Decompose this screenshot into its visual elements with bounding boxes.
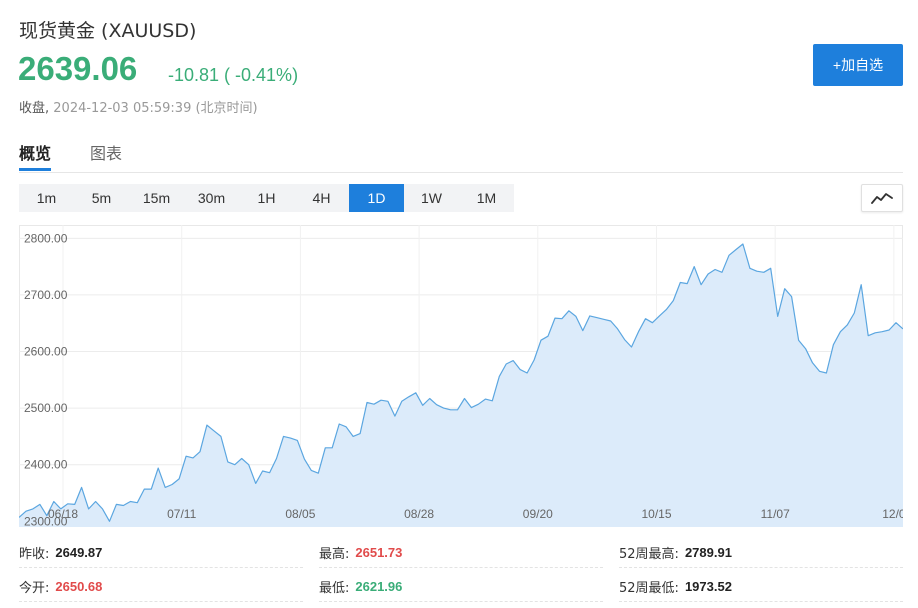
price-chart-svg: 2300.00 2400.00 2500.00 2600.00 2700.00 2800.…: [19, 225, 903, 527]
timestamp: 2024-12-03 05:59:39 (北京时间): [53, 101, 258, 116]
instrument-title: 现货黄金 (XAUUSD): [19, 20, 197, 42]
period-30m[interactable]: 30m: [197, 190, 226, 206]
x-tick-label: 06/18: [48, 507, 78, 521]
price-change: -10.81 ( -0.41%): [168, 65, 299, 85]
stat-label: 52周最低:: [619, 580, 679, 596]
stat-low: 最低: 2621.96: [319, 571, 603, 602]
y-tick-label: 2500.00: [24, 401, 68, 415]
x-tick-label: 12/0: [882, 507, 903, 521]
price-area: [19, 244, 903, 527]
x-tick-label: 11/07: [761, 507, 790, 521]
stat-value: 2789.91: [684, 544, 732, 560]
y-tick-label: 2400.00: [24, 458, 68, 472]
period-1m[interactable]: 1m: [36, 190, 57, 206]
market-status: 收盘, 2024-12-03 05:59:39 (北京时间): [19, 97, 258, 116]
stat-52w-high: 52周最高: 2789.91: [619, 537, 903, 568]
y-tick-label: 2300.00: [24, 514, 68, 527]
stat-label: 今开:: [19, 580, 50, 596]
stat-label: 最高:: [319, 546, 350, 562]
period-1d[interactable]: 1D: [349, 184, 404, 212]
price-line: [19, 243, 903, 522]
tab-overview[interactable]: 概览: [19, 144, 52, 163]
tab-divider: [19, 172, 903, 173]
x-tick-label: 09/20: [523, 507, 553, 521]
stat-label: 最低:: [319, 580, 350, 596]
period-1w[interactable]: 1W: [421, 190, 442, 206]
tab-chart[interactable]: 图表: [90, 144, 123, 163]
stat-label: 52周最高:: [619, 546, 679, 562]
status-label: 收盘,: [19, 101, 50, 116]
x-tick-label: 10/15: [641, 507, 671, 521]
stat-value: 2649.87: [55, 544, 103, 560]
add-to-watchlist-button[interactable]: +加自选: [813, 44, 903, 86]
stat-value: 2651.73: [355, 544, 403, 560]
y-tick-label: 2800.00: [24, 231, 68, 245]
period-4h[interactable]: 4H: [312, 190, 331, 206]
period-selector: 1m 5m 15m 30m 1H 4H 1D 1W 1M: [19, 184, 514, 212]
stat-high: 最高: 2651.73: [319, 537, 603, 568]
active-tab-indicator: [19, 168, 51, 171]
x-tick-label: 08/28: [404, 507, 434, 521]
period-1mo[interactable]: 1M: [476, 190, 497, 206]
current-price: 2639.06: [18, 50, 138, 87]
x-tick-label: 08/05: [285, 507, 315, 521]
period-15m[interactable]: 15m: [142, 190, 171, 206]
y-tick-label: 2600.00: [24, 345, 68, 359]
chart-type-button[interactable]: [861, 184, 903, 212]
stat-prev-close: 昨收: 2649.87: [19, 537, 303, 568]
stat-value: 1973.52: [684, 578, 732, 594]
stat-open: 今开: 2650.68: [19, 571, 303, 602]
stat-value: 2621.96: [355, 578, 403, 594]
y-tick-label: 2700.00: [24, 288, 68, 302]
period-1h[interactable]: 1H: [257, 190, 276, 206]
stat-label: 昨收:: [19, 546, 50, 562]
line-chart-icon: [871, 193, 893, 204]
price-chart: 2300.00 2400.00 2500.00 2600.00 2700.00 2800.…: [19, 225, 903, 527]
period-5m[interactable]: 5m: [91, 190, 112, 206]
stat-52w-low: 52周最低: 1973.52: [619, 571, 903, 602]
tab-bar: 概览 图表: [0, 138, 918, 172]
stat-value: 2650.68: [55, 578, 103, 594]
x-tick-label: 07/11: [167, 507, 196, 521]
